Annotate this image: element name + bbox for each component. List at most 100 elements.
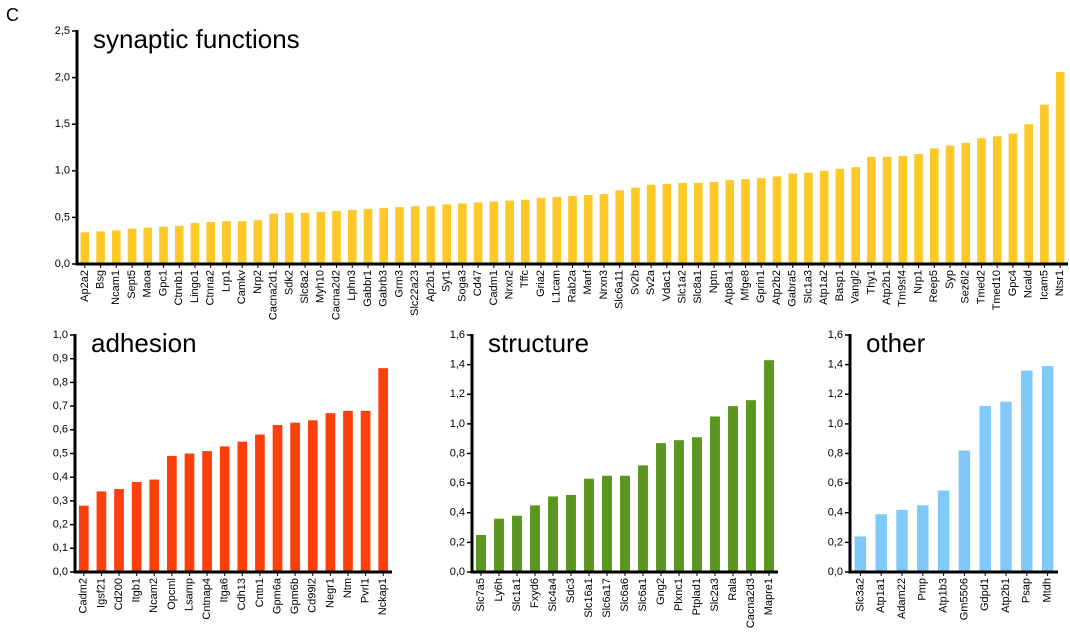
bar — [363, 209, 373, 264]
bar — [536, 197, 546, 264]
bar — [694, 182, 703, 264]
x-tick-label: Igsf21 — [95, 578, 107, 608]
bar — [222, 221, 231, 264]
x-tick-label: Slc22a23 — [409, 270, 421, 316]
x-tick-label: Slc8a2 — [299, 270, 311, 304]
bar — [285, 212, 294, 264]
y-tick-label: 0,4 — [53, 471, 68, 483]
bar — [174, 225, 184, 264]
y-tick-label: 0,0 — [450, 566, 465, 578]
bar — [692, 437, 702, 572]
x-tick-label: Gabbr1 — [362, 270, 374, 307]
bar — [958, 450, 971, 572]
bar — [237, 441, 248, 572]
chart-title: synaptic functions — [93, 24, 300, 54]
x-tick-label: Rala — [727, 577, 739, 601]
x-tick-label: Atp2b1 — [1000, 578, 1012, 613]
bar — [835, 168, 845, 264]
x-tick-label: Sdk2 — [283, 270, 295, 295]
bar — [638, 465, 648, 572]
bar — [631, 187, 640, 264]
x-tick-label: Slc6a1 — [637, 578, 649, 612]
x-tick-label: Lrp1 — [220, 270, 232, 292]
bar — [395, 207, 404, 264]
bar — [360, 410, 371, 572]
x-tick-label: Atp2b2 — [771, 270, 783, 305]
x-tick-label: Slc3a2 — [854, 578, 866, 612]
x-tick-label: Mfge8 — [739, 270, 751, 301]
bar — [219, 446, 230, 572]
bar — [426, 206, 436, 264]
x-tick-label: Vdac1 — [661, 270, 673, 301]
y-tick-label: 0,0 — [828, 566, 843, 578]
y-tick-label: 0,6 — [450, 477, 465, 489]
x-tick-label: Cd200 — [113, 578, 125, 610]
bar — [620, 475, 630, 572]
bar — [552, 196, 562, 264]
bar — [530, 505, 540, 572]
x-tick-label: Gng2 — [655, 578, 667, 605]
bar — [867, 156, 876, 264]
chart-title: adhesion — [91, 328, 197, 358]
bar — [347, 209, 357, 264]
y-tick-label: 0,4 — [828, 507, 843, 519]
bar — [568, 195, 577, 264]
bar — [202, 451, 212, 572]
x-tick-label: Slc2a3 — [709, 578, 721, 612]
bar — [190, 222, 200, 264]
x-tick-label: Atp8a1 — [724, 270, 736, 305]
bar — [896, 509, 908, 572]
bar — [442, 204, 451, 264]
panel-label: C — [6, 5, 19, 25]
x-tick-label: Ctnna2 — [205, 270, 217, 305]
bar — [678, 182, 687, 264]
bar — [898, 155, 908, 264]
bar — [819, 170, 829, 264]
x-tick-label: Sv2b — [629, 270, 641, 295]
x-tick-label: Cntn1 — [254, 578, 266, 607]
y-tick-label: 1,4 — [450, 359, 465, 371]
x-tick-label: Atp1a2 — [818, 270, 830, 305]
bar — [255, 434, 265, 572]
bar — [710, 416, 720, 572]
bar — [520, 199, 530, 264]
x-tick-label: Psap — [1021, 578, 1033, 603]
x-tick-label: Sept5 — [126, 270, 138, 299]
y-tick-label: 0,8 — [828, 447, 843, 459]
bar — [316, 211, 326, 264]
x-tick-label: Gpc1 — [157, 270, 169, 296]
bar — [656, 443, 666, 572]
x-tick-label: Rab2a — [566, 269, 578, 302]
x-tick-label: Manf — [582, 269, 594, 294]
y-tick-label: 0,1 — [53, 542, 68, 554]
bar — [566, 494, 576, 572]
x-tick-label: Vangl2 — [850, 270, 862, 303]
bar — [979, 406, 991, 572]
x-tick-label: Maoa — [142, 269, 154, 297]
bar — [494, 518, 504, 572]
x-tick-label: Gprin1 — [755, 270, 767, 303]
y-tick-label: 1,4 — [828, 359, 843, 371]
bar — [1041, 366, 1054, 572]
bar — [159, 226, 168, 264]
bar — [1000, 401, 1012, 572]
bar — [788, 173, 798, 264]
y-tick-label: 0,2 — [828, 536, 843, 548]
x-tick-label: Cacna2d2 — [330, 270, 342, 320]
x-tick-label: Syp — [944, 270, 956, 289]
x-tick-label: Sez6l2 — [960, 270, 972, 304]
x-tick-label: Ncald — [1023, 270, 1035, 298]
x-tick-label: Lsamp — [183, 578, 195, 611]
x-tick-label: Atp1b3 — [938, 578, 950, 613]
y-tick-label: 1,6 — [450, 329, 465, 341]
bar — [992, 136, 1002, 264]
y-tick-label: 0,6 — [53, 424, 68, 436]
x-tick-label: Ctnnb1 — [173, 270, 185, 305]
bar — [332, 210, 341, 264]
y-tick-label: 2,0 — [55, 72, 70, 84]
y-tick-label: 0,4 — [450, 507, 465, 519]
y-tick-label: 1,0 — [828, 418, 843, 430]
x-tick-label: Slc1a1 — [511, 578, 523, 612]
y-tick-label: 1,2 — [450, 388, 465, 400]
